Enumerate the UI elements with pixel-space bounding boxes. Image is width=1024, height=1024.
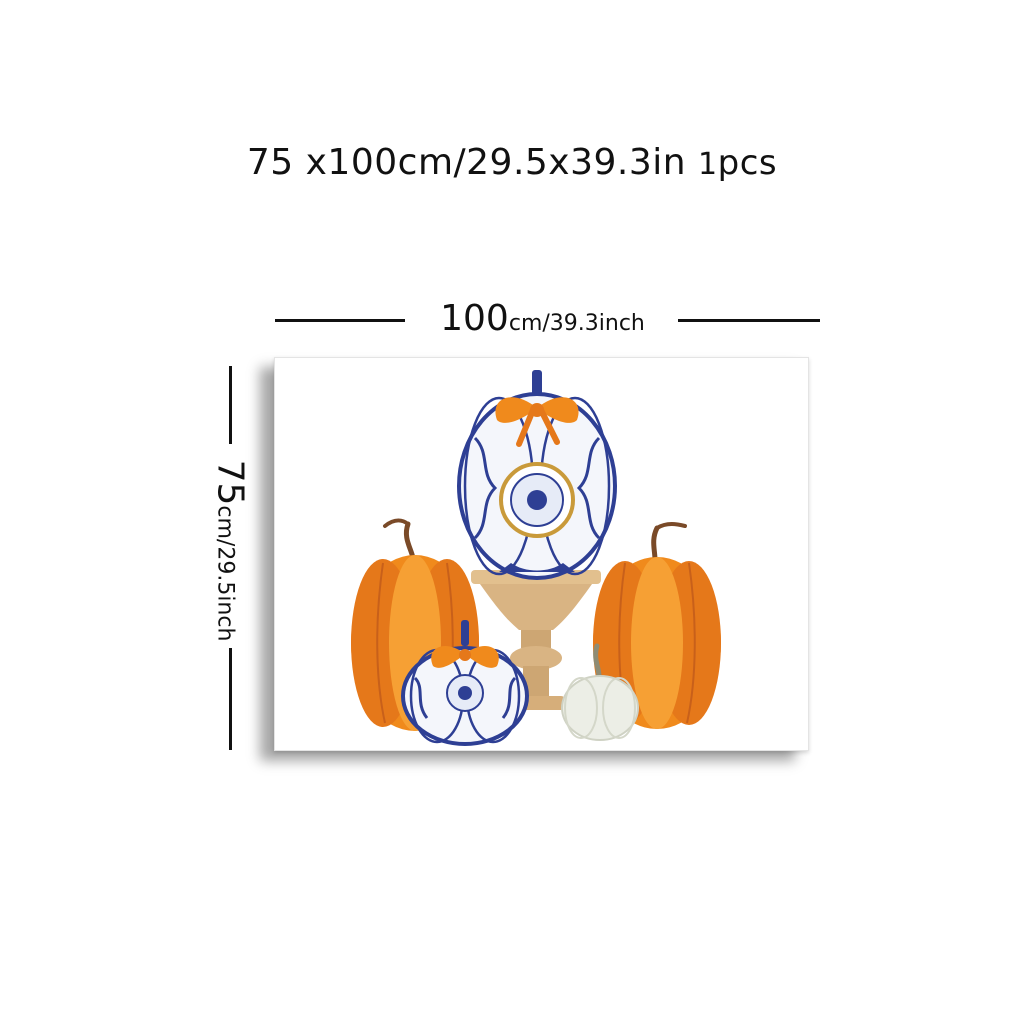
width-dimension-line-right — [678, 319, 820, 322]
pcs-count: 1 — [698, 147, 718, 182]
small-porcelain-pumpkin — [401, 620, 529, 746]
canvas-print — [274, 357, 809, 751]
width-dimension-label: 100cm/39.3inch — [410, 298, 675, 339]
height-dimension-line-bottom — [229, 648, 232, 750]
large-porcelain-pumpkin — [457, 370, 617, 580]
height-unit: cm/29.5inch — [212, 505, 238, 642]
height-number: 75 — [209, 459, 251, 506]
white-pumpkin — [561, 643, 639, 741]
width-number: 100 — [440, 298, 509, 339]
artwork-illustration — [351, 370, 721, 746]
height-dimension-line-top — [229, 366, 232, 444]
size-title-text: 75 x100cm/29.5x39.3in — [246, 142, 687, 183]
height-dimension-label: 75cm/29.5inch — [210, 451, 251, 651]
width-unit: cm/39.3inch — [508, 311, 645, 336]
size-title: 75 x100cm/29.5x39.3in 1pcs — [0, 142, 1024, 183]
pcs-unit: pcs — [717, 143, 778, 183]
width-dimension-line-left — [275, 319, 405, 322]
